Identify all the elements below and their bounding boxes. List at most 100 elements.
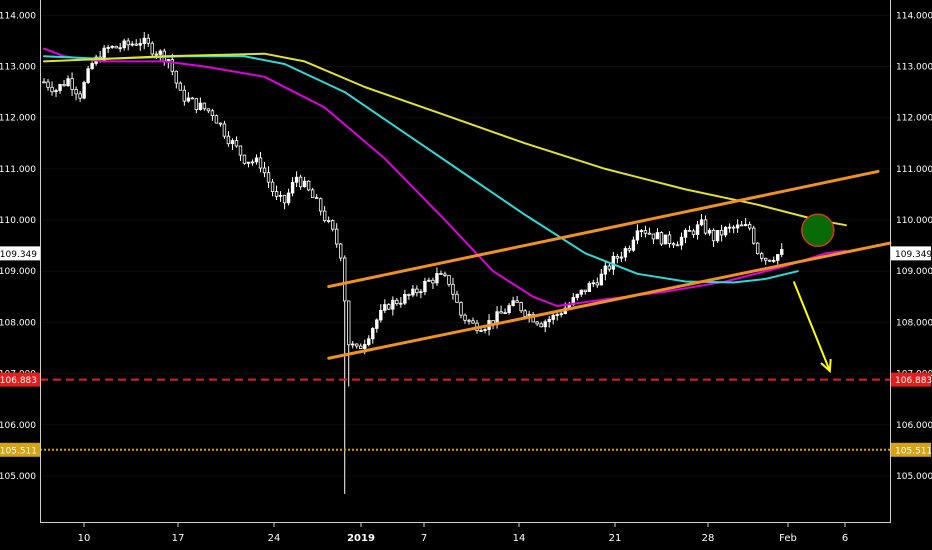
candle-body bbox=[751, 227, 756, 244]
candle-body bbox=[262, 167, 267, 174]
candle-body bbox=[302, 180, 307, 188]
candle-body bbox=[723, 226, 728, 236]
candle-body bbox=[455, 293, 459, 303]
y-tick-label: 109.000 bbox=[896, 267, 932, 277]
candle-body bbox=[707, 229, 712, 234]
candle-body bbox=[250, 161, 255, 164]
moving-average-line bbox=[43, 55, 799, 284]
candle-body bbox=[671, 243, 676, 246]
candle-body bbox=[780, 249, 784, 255]
candle-body bbox=[78, 93, 82, 99]
candle-body bbox=[154, 53, 158, 56]
candle-body bbox=[747, 224, 752, 229]
candle-body bbox=[511, 300, 515, 306]
price-tags: 106.883 106.883 105.511 105.511 109.349 109.3… bbox=[0, 246, 932, 457]
candle-body bbox=[387, 304, 391, 310]
candle-body bbox=[74, 89, 78, 95]
candle-body bbox=[651, 233, 656, 240]
level-price-tag-bg bbox=[0, 442, 40, 457]
current-price-tag-label: 109.349 bbox=[0, 250, 37, 260]
moving-average-line bbox=[43, 47, 847, 307]
down-arrow-head bbox=[820, 358, 832, 374]
candle-body bbox=[715, 229, 720, 242]
candle-body bbox=[339, 243, 343, 259]
y-tick-label: 110.000 bbox=[0, 216, 36, 226]
candle-body bbox=[415, 288, 419, 294]
candle-body bbox=[318, 198, 323, 212]
candle-body bbox=[274, 191, 279, 197]
candle-body bbox=[647, 232, 652, 235]
candle-body bbox=[391, 299, 395, 310]
candle-body bbox=[447, 274, 451, 285]
current-price-tag-bg bbox=[891, 246, 931, 261]
candle-body bbox=[755, 242, 760, 255]
y-tick-label: 113.000 bbox=[0, 63, 36, 73]
moving-average-line bbox=[43, 52, 847, 227]
candle-body bbox=[375, 319, 379, 329]
candle-body bbox=[719, 229, 724, 236]
candle-body bbox=[190, 97, 195, 100]
annotations bbox=[327, 169, 892, 374]
x-tick-label: 14 bbox=[513, 533, 526, 544]
candle-body bbox=[515, 300, 519, 303]
candle-body bbox=[687, 229, 692, 232]
candle-body bbox=[298, 176, 303, 188]
candle-body bbox=[290, 181, 295, 194]
candle-body bbox=[691, 230, 696, 235]
candle-body bbox=[607, 265, 612, 270]
candle-body bbox=[343, 257, 347, 302]
y-tick-label: 112.000 bbox=[0, 114, 36, 124]
candle-body bbox=[334, 228, 339, 245]
candle-body bbox=[627, 248, 632, 251]
candle-body bbox=[587, 283, 591, 292]
candle-body bbox=[764, 257, 768, 261]
candle-body bbox=[158, 50, 162, 55]
candle-body bbox=[46, 81, 50, 88]
candle-body bbox=[547, 319, 551, 323]
candle-body bbox=[411, 288, 415, 296]
candle-body bbox=[379, 309, 383, 321]
candle-body bbox=[86, 68, 90, 83]
candle-body bbox=[399, 302, 403, 305]
candle-body bbox=[134, 43, 138, 46]
candle-body bbox=[150, 42, 154, 55]
x-tick-label: 10 bbox=[78, 533, 91, 544]
candle-body bbox=[202, 102, 207, 110]
candle-body bbox=[535, 321, 539, 325]
candle-body bbox=[731, 226, 736, 229]
channel-line bbox=[327, 169, 880, 289]
candle-body bbox=[579, 289, 583, 295]
candle-body bbox=[615, 256, 620, 259]
y-tick-label: 114.000 bbox=[0, 11, 36, 21]
candle-body bbox=[58, 83, 62, 91]
level-price-tag-label: 105.511 bbox=[0, 446, 37, 456]
candle-body bbox=[551, 314, 555, 320]
candle-body bbox=[643, 230, 648, 234]
candle-body bbox=[371, 328, 375, 340]
y-tick-label: 105.000 bbox=[896, 472, 932, 482]
candle-body bbox=[439, 273, 443, 275]
candle-body bbox=[483, 329, 487, 332]
candle-body bbox=[110, 45, 114, 48]
candle-body bbox=[286, 192, 291, 204]
candle-body bbox=[126, 40, 130, 46]
candle-body bbox=[503, 312, 507, 315]
candle-body bbox=[695, 224, 700, 235]
candle-body bbox=[776, 254, 780, 261]
y-tick-label: 114.000 bbox=[896, 11, 932, 21]
candle-body bbox=[146, 37, 150, 44]
level-price-tag-bg bbox=[891, 372, 931, 387]
y-tick-label: 113.000 bbox=[896, 63, 932, 73]
candle-body bbox=[42, 81, 46, 84]
y-tick-label: 109.000 bbox=[0, 267, 36, 277]
candle-body bbox=[679, 236, 684, 246]
candle-body bbox=[314, 197, 319, 200]
candle-body bbox=[603, 265, 608, 275]
candle-body bbox=[242, 154, 247, 164]
candle-body bbox=[130, 43, 134, 46]
candle-body bbox=[114, 45, 118, 49]
candle-body bbox=[82, 82, 86, 99]
circle-marker bbox=[801, 213, 835, 248]
candle-body bbox=[210, 110, 215, 117]
